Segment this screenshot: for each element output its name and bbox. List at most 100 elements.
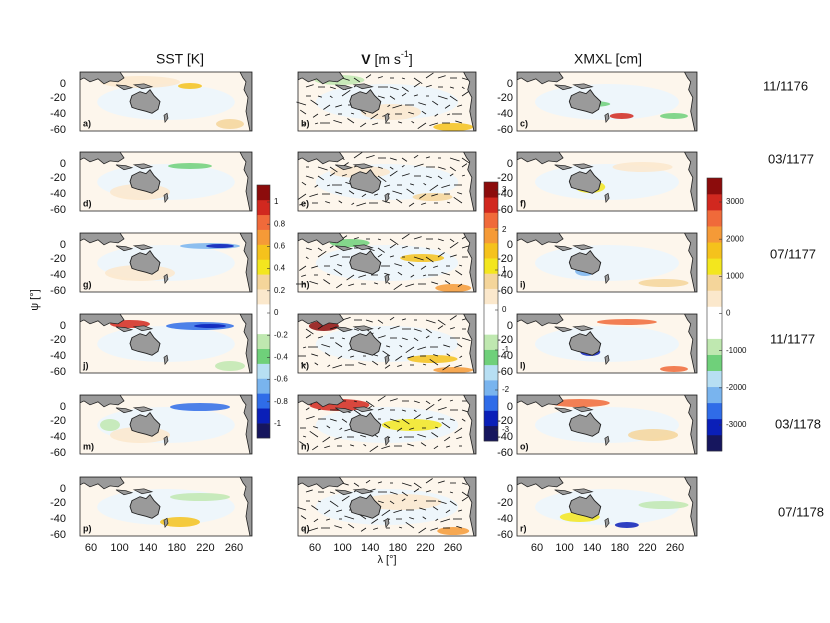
wind-arrow <box>431 193 439 197</box>
wind-arrow <box>437 175 443 180</box>
wind-arrow <box>353 152 363 159</box>
wind-arrow <box>410 183 415 186</box>
y-tick-label: -40 <box>497 188 513 200</box>
wind-arrow <box>311 505 319 511</box>
wind-arrow <box>455 120 463 124</box>
wind-arrow <box>305 84 314 88</box>
wind-arrow <box>359 122 367 128</box>
wind-arrow <box>389 243 397 249</box>
wind-arrow <box>443 344 451 348</box>
wind-arrow <box>377 395 386 402</box>
y-tick-label: -60 <box>497 366 513 378</box>
wind-arrow <box>461 77 468 81</box>
wind-arrow <box>374 282 379 285</box>
wind-arrow <box>317 175 325 181</box>
wind-arrow <box>423 363 427 366</box>
wind-arrow <box>422 516 427 520</box>
wind-arrow <box>303 346 307 349</box>
colorbar-tick-label: 0.6 <box>274 242 286 251</box>
wind-arrow <box>425 416 433 420</box>
wind-arrow <box>374 193 379 196</box>
x-tick-label: 140 <box>583 542 601 554</box>
wind-arrow <box>373 527 379 530</box>
colorbar-swatch <box>707 354 722 372</box>
wind-arrow <box>457 104 463 107</box>
anomaly-patch <box>160 517 200 527</box>
wind-arrow <box>441 422 451 429</box>
wind-arrow <box>389 398 398 402</box>
wind-arrow <box>437 325 444 330</box>
wind-arrow <box>389 86 399 91</box>
wind-arrow <box>347 523 355 529</box>
colorbar-swatch <box>707 386 722 404</box>
x-tick-label: 180 <box>389 542 407 554</box>
wind-arrow <box>305 256 309 260</box>
wind-arrow <box>401 157 408 162</box>
wind-arrow <box>449 500 457 506</box>
colorbar-tick-label: 2000 <box>726 234 744 243</box>
wind-arrow <box>377 253 383 258</box>
wind-arrow <box>310 99 319 106</box>
map-panel: p) <box>79 476 253 537</box>
anomaly-patch <box>659 113 688 119</box>
panel-label: c) <box>520 118 528 128</box>
wind-arrow <box>449 157 460 162</box>
wind-arrow <box>336 509 343 513</box>
wind-arrow <box>433 354 439 357</box>
wind-arrow <box>377 481 382 484</box>
wind-arrow <box>399 344 403 348</box>
wind-arrow <box>341 418 348 423</box>
panel-frame <box>79 313 253 374</box>
colorbar-swatch <box>257 289 270 305</box>
wind-arrow <box>329 95 333 99</box>
wind-arrow <box>437 336 441 339</box>
panel-label: j) <box>82 360 89 370</box>
wind-arrow <box>410 274 415 278</box>
colorbar-swatch <box>257 348 270 364</box>
anomaly-patch <box>168 163 212 169</box>
wind-arrow <box>413 256 424 261</box>
colorbar-swatch <box>484 349 498 366</box>
wind-arrow <box>411 120 415 124</box>
colorbar-frame <box>256 184 271 439</box>
colorbar-tick-label: -1 <box>274 419 282 428</box>
anomaly-patch <box>433 367 474 373</box>
wind-arrow <box>312 113 319 118</box>
map-panel: r) <box>516 476 698 537</box>
wind-arrow <box>458 509 463 512</box>
wind-arrow <box>392 104 403 109</box>
colorbar-swatch <box>257 408 270 424</box>
wind-arrow <box>311 265 319 269</box>
wind-arrow <box>329 491 335 494</box>
wind-arrow <box>335 342 343 348</box>
panel-frame <box>297 476 477 537</box>
panel-label: k) <box>301 360 309 370</box>
wind-arrow <box>392 190 403 195</box>
colorbar-swatch <box>484 380 498 396</box>
wind-arrow <box>370 113 379 120</box>
colorbar-tick-label: 0.2 <box>274 286 286 295</box>
colorbar-tick-label: 0 <box>502 305 507 314</box>
wind-arrow <box>441 184 451 189</box>
wind-arrow <box>309 280 319 285</box>
wind-arrow <box>383 423 391 429</box>
wind-arrow <box>377 407 384 411</box>
panel-frame <box>516 232 698 293</box>
wind-arrow <box>413 400 420 404</box>
wind-arrow <box>441 271 451 276</box>
wind-arrow <box>454 427 463 434</box>
x-tick-label: 220 <box>638 542 656 554</box>
wind-arrow <box>305 489 313 493</box>
wind-arrow <box>348 190 355 195</box>
wind-arrow <box>301 181 307 186</box>
wind-arrow <box>401 77 405 80</box>
y-axis-label: ψ [°] <box>29 289 41 310</box>
y-tick-label: -60 <box>50 366 66 378</box>
wind-arrow <box>421 202 427 205</box>
row-date: 11/1176 <box>763 78 808 93</box>
wind-arrow <box>365 74 372 79</box>
wind-arrow <box>333 269 343 276</box>
wind-arrow <box>408 111 415 115</box>
colorbar-tick-label: 3000 <box>726 197 744 206</box>
